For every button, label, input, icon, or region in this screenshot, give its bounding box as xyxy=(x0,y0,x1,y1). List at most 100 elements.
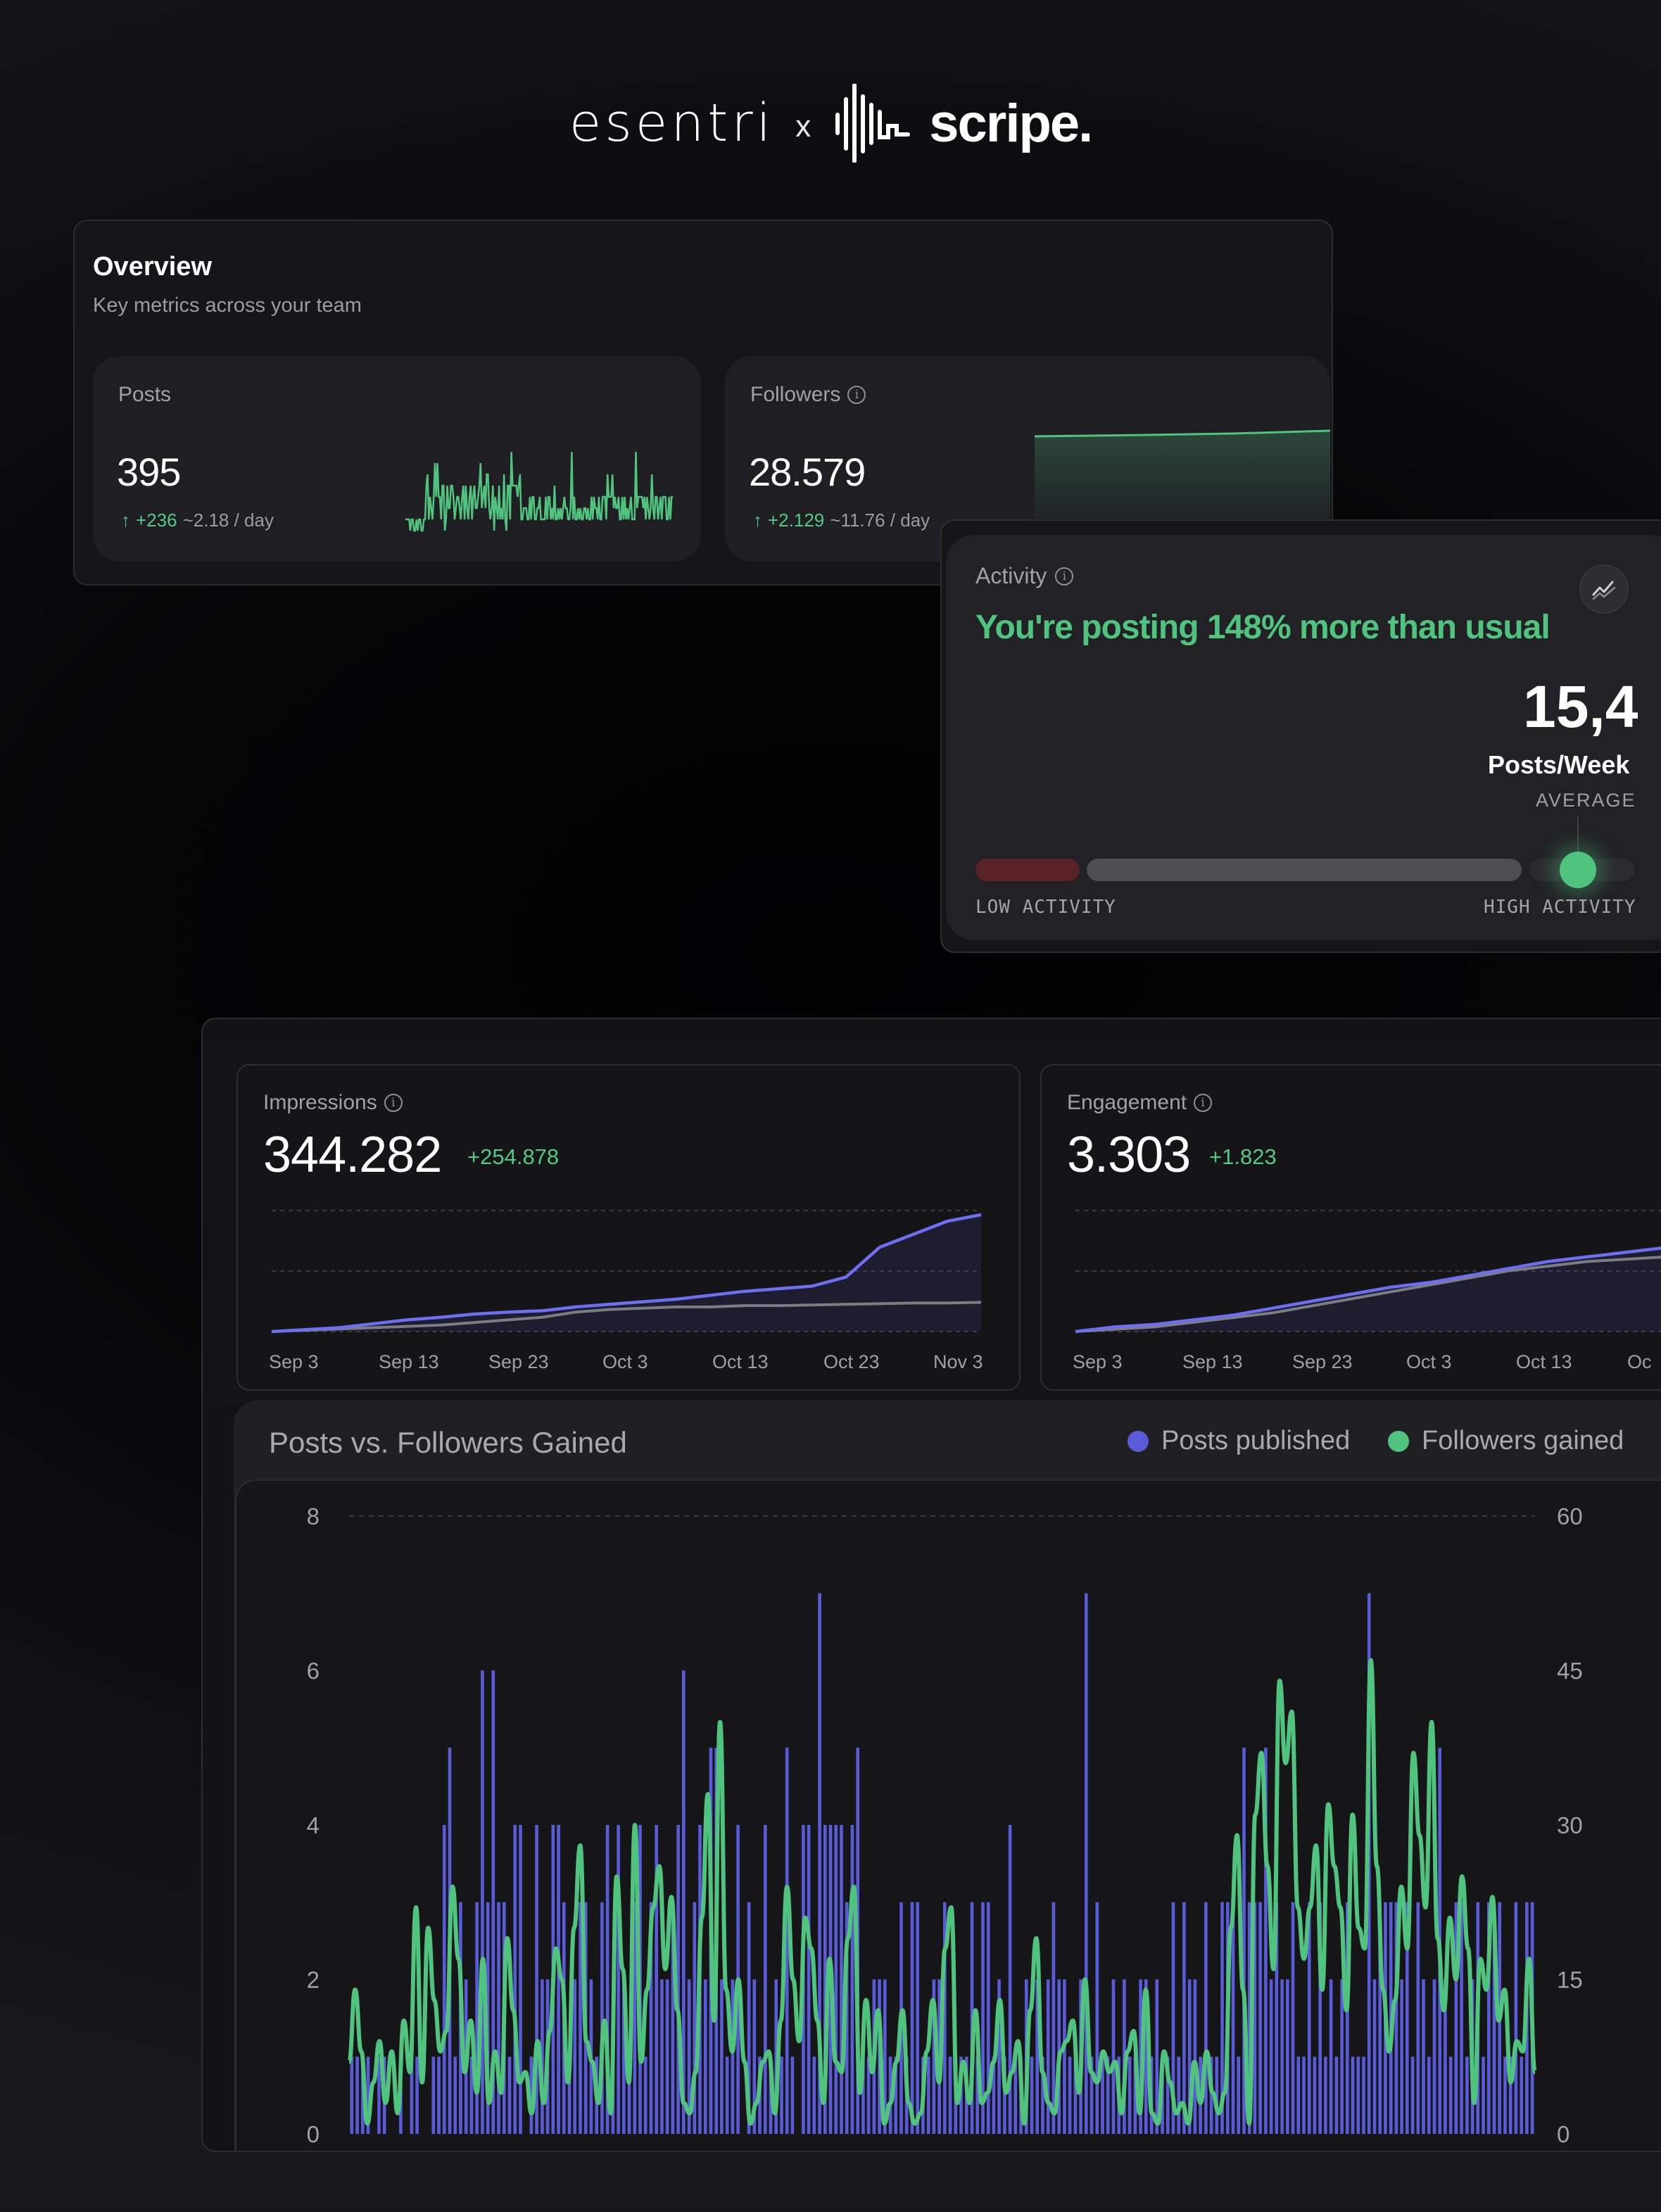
posts-bar[interactable] xyxy=(1329,1979,1333,2135)
posts-bar[interactable] xyxy=(1291,1902,1295,2135)
legend-followers[interactable]: Followers gained xyxy=(1388,1426,1624,1456)
posts-bar[interactable] xyxy=(916,1902,919,2135)
posts-bar[interactable] xyxy=(633,1902,637,2135)
posts-bar[interactable] xyxy=(1166,2056,1170,2135)
posts-bar[interactable] xyxy=(834,1825,838,2134)
posts-bar[interactable] xyxy=(720,1979,724,2135)
posts-bar[interactable] xyxy=(671,1902,675,2135)
posts-bar[interactable] xyxy=(1416,1902,1420,2135)
posts-bar[interactable] xyxy=(1307,1902,1311,2135)
posts-bar[interactable] xyxy=(975,2056,979,2135)
posts-bar[interactable] xyxy=(883,1979,887,2135)
posts-bar[interactable] xyxy=(1073,2056,1078,2135)
posts-bar[interactable] xyxy=(823,1825,827,2134)
posts-bar[interactable] xyxy=(676,1825,680,2134)
posts-bar[interactable] xyxy=(366,2056,370,2135)
posts-bar[interactable] xyxy=(910,1902,914,2135)
posts-metric-card[interactable]: Posts 395 ↑ +236 ~2.18 / day xyxy=(93,356,701,562)
posts-bar[interactable] xyxy=(1095,1902,1099,2135)
posts-bar[interactable] xyxy=(1422,1979,1425,2135)
posts-bar[interactable] xyxy=(627,2056,631,2135)
posts-bar[interactable] xyxy=(731,1979,735,2135)
posts-bar[interactable] xyxy=(622,1979,626,2135)
posts-bar[interactable] xyxy=(986,1902,990,2135)
posts-bar[interactable] xyxy=(431,2056,436,2135)
posts-bar[interactable] xyxy=(1302,2056,1306,2135)
info-icon[interactable]: i xyxy=(847,386,866,404)
posts-bar[interactable] xyxy=(1258,1902,1262,2135)
posts-bar[interactable] xyxy=(377,2056,381,2135)
posts-bar[interactable] xyxy=(481,1670,484,2135)
posts-bar[interactable] xyxy=(350,2056,354,2135)
posts-bar[interactable] xyxy=(1041,2056,1044,2135)
posts-bar[interactable] xyxy=(1242,1748,1246,2135)
posts-bar[interactable] xyxy=(1275,1902,1279,2135)
impressions-card[interactable]: Impressions i 344.282 +254.878 Sep 3 Sep … xyxy=(236,1064,1021,1391)
posts-bar[interactable] xyxy=(1296,2056,1301,2135)
posts-bar[interactable] xyxy=(1427,2056,1431,2135)
posts-bar[interactable] xyxy=(981,1902,985,2135)
posts-bar[interactable] xyxy=(693,1902,697,2135)
posts-bar[interactable] xyxy=(486,1902,490,2135)
posts-bar[interactable] xyxy=(1085,1593,1088,2135)
posts-bar[interactable] xyxy=(573,1979,576,2135)
posts-bar[interactable] xyxy=(1247,1902,1251,2135)
posts-bar[interactable] xyxy=(415,2056,419,2135)
posts-bar[interactable] xyxy=(866,2056,871,2135)
posts-bar[interactable] xyxy=(557,1825,560,2134)
posts-bar[interactable] xyxy=(1514,1902,1518,2135)
posts-bar[interactable] xyxy=(1313,2056,1317,2135)
posts-bar[interactable] xyxy=(1432,1979,1436,2135)
posts-bar[interactable] xyxy=(519,1825,522,2134)
posts-bar[interactable] xyxy=(660,1979,664,2135)
posts-bar[interactable] xyxy=(1101,2056,1104,2135)
posts-bar[interactable] xyxy=(948,2056,952,2135)
posts-bar[interactable] xyxy=(845,1902,849,2135)
posts-bar[interactable] xyxy=(764,1825,767,2134)
posts-bar[interactable] xyxy=(497,1902,500,2135)
posts-bar[interactable] xyxy=(1356,2056,1360,2135)
trend-chart-button[interactable] xyxy=(1579,564,1629,614)
posts-bar[interactable] xyxy=(785,1748,789,2135)
posts-bar[interactable] xyxy=(1128,2056,1132,2135)
posts-bar[interactable] xyxy=(992,2056,996,2135)
posts-bar[interactable] xyxy=(1410,2056,1415,2135)
posts-bar[interactable] xyxy=(840,1825,843,2134)
posts-bar[interactable] xyxy=(567,2056,571,2135)
posts-bar[interactable] xyxy=(894,2056,898,2135)
posts-bar[interactable] xyxy=(453,2056,457,2135)
posts-bar[interactable] xyxy=(1394,1902,1398,2135)
posts-bar[interactable] xyxy=(1051,1902,1056,2135)
posts-bar[interactable] xyxy=(1155,1979,1159,2135)
posts-bar[interactable] xyxy=(704,1979,707,2135)
posts-bar[interactable] xyxy=(475,1902,479,2135)
posts-bar[interactable] xyxy=(926,2056,930,2135)
posts-bar[interactable] xyxy=(579,1902,582,2135)
posts-bar[interactable] xyxy=(1111,1979,1116,2135)
posts-bar[interactable] xyxy=(442,1825,446,2134)
posts-bar[interactable] xyxy=(491,1670,495,2135)
posts-bar[interactable] xyxy=(1231,1902,1235,2135)
posts-bar[interactable] xyxy=(535,1825,538,2134)
posts-bar[interactable] xyxy=(1324,2056,1327,2135)
posts-bar[interactable] xyxy=(1454,1902,1458,2135)
posts-bar[interactable] xyxy=(861,2056,865,2135)
posts-bar[interactable] xyxy=(1444,1979,1447,2135)
info-icon[interactable]: i xyxy=(1055,567,1074,586)
posts-bar[interactable] xyxy=(1090,2056,1094,2135)
posts-bar[interactable] xyxy=(1013,2056,1018,2135)
posts-bar[interactable] xyxy=(1448,2056,1453,2135)
posts-bar[interactable] xyxy=(807,1825,811,2134)
posts-bar[interactable] xyxy=(1030,2056,1034,2135)
posts-bar[interactable] xyxy=(932,1979,936,2135)
posts-bar[interactable] xyxy=(1340,1979,1344,2135)
posts-bar[interactable] xyxy=(1215,2056,1219,2135)
posts-bar[interactable] xyxy=(1362,2056,1365,2135)
posts-bar[interactable] xyxy=(1286,1979,1289,2135)
posts-bar[interactable] xyxy=(1492,1902,1496,2135)
posts-bar[interactable] xyxy=(1503,2056,1507,2135)
posts-bar[interactable] xyxy=(1460,1902,1463,2135)
posts-bar[interactable] xyxy=(1187,1979,1192,2135)
posts-bar[interactable] xyxy=(1046,1979,1050,2135)
posts-bar[interactable] xyxy=(1063,1979,1066,2135)
